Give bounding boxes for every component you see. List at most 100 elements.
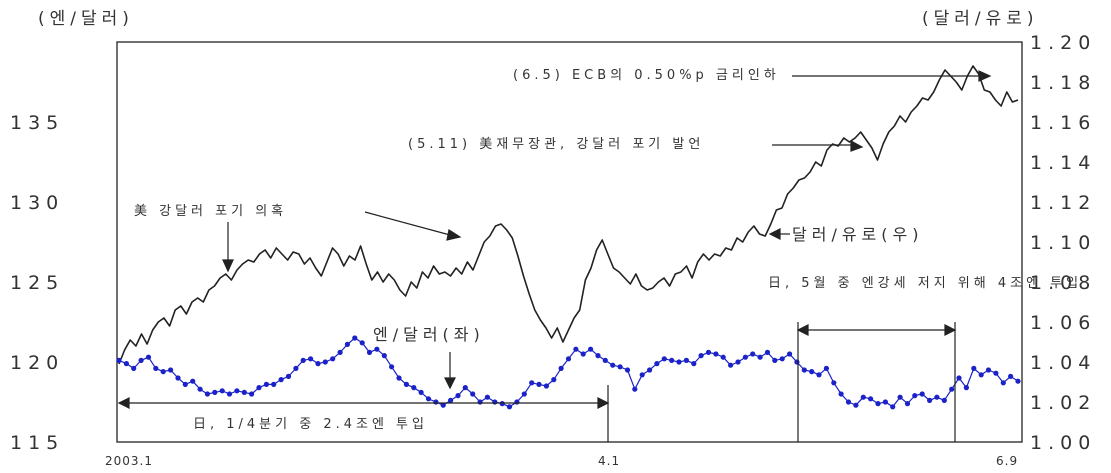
yen-usd-data-point (602, 357, 608, 363)
yen-usd-data-point (175, 375, 181, 381)
yen-usd-series-label: 엔/달러(좌) (373, 325, 485, 344)
series-layer (116, 65, 1021, 410)
yen-usd-data-point (971, 365, 977, 371)
plot-frame (116, 41, 1023, 443)
right-tick-label: 1.12 (1030, 192, 1096, 214)
yen-usd-data-point (219, 388, 225, 394)
yen-usd-data-point (153, 365, 159, 371)
yen-usd-data-point (145, 354, 152, 360)
yen-usd-data-point (337, 349, 343, 355)
ecb-arrowhead (978, 70, 992, 82)
yen-usd-data-point (985, 367, 992, 373)
yen-usd-data-point (683, 357, 690, 363)
yen-usd-data-point (425, 396, 432, 402)
suspicion-annotation: 美 강달러 포기 의혹 (134, 204, 287, 219)
annotation-lines (117, 70, 992, 442)
yen-usd-data-point (823, 365, 830, 371)
yen-usd-data-point (455, 393, 461, 399)
yen-usd-data-point (308, 356, 314, 362)
right-tick-label: 1.16 (1030, 112, 1096, 134)
yen-usd-data-point (661, 356, 667, 362)
yen-usd-data-point (418, 389, 424, 395)
yen-usd-data-point (838, 391, 844, 397)
yen-usd-data-point (624, 367, 631, 373)
yen-usd-data-point (654, 361, 660, 367)
yen-usd-data-point (359, 340, 365, 346)
yen-usd-data-point (860, 394, 866, 400)
yen-usd-data-point (182, 381, 188, 387)
treasury-arrowhead (850, 139, 864, 152)
yen-usd-data-point (757, 354, 763, 360)
yen-usd-data-point (536, 381, 542, 387)
yen-usd-data-point (580, 351, 586, 357)
yen-usd-data-point (389, 364, 395, 370)
yen-usd-data-point (565, 356, 572, 362)
yen-usd-data-point (529, 380, 535, 386)
yen-usd-data-point (573, 346, 579, 352)
yen-usd-data-point (676, 359, 682, 365)
yen-usd-data-point (639, 372, 645, 378)
yen-usd-data-point (403, 381, 409, 387)
yen-usd-data-point (352, 335, 358, 341)
yen-usd-series-line (118, 337, 1019, 408)
yen-usd-data-point (882, 399, 889, 405)
yen-usd-data-point (897, 394, 903, 400)
yen-usd-data-point (116, 357, 122, 363)
yen-usd-data-point (168, 367, 174, 373)
yen-usd-data-point (366, 349, 373, 355)
yen-usd-data-point (669, 357, 675, 363)
yen-usd-data-point (816, 372, 822, 378)
treasury-annotation: (5.11) 美재무장관, 강달러 포기 발언 (408, 137, 704, 152)
yen-usd-data-point (433, 399, 439, 405)
ecb-annotation: (6.5) ECB의 0.50%p 금리인하 (513, 68, 780, 83)
usd-eur-label-arrowhead (768, 228, 781, 240)
x-tick-label: 6.9 (996, 454, 1018, 468)
yen-usd-data-point (853, 402, 859, 408)
yen-usd-data-point (300, 357, 306, 363)
yen-usd-data-point (912, 393, 918, 399)
left-tick-label: 135 (10, 112, 64, 134)
yen-usd-data-point (831, 380, 837, 386)
yen-usd-data-point (809, 369, 815, 375)
right-tick-label: 1.08 (1030, 272, 1096, 294)
yen-usd-data-point (919, 391, 925, 397)
yen-usd-data-point (285, 373, 292, 379)
suspicion-arrowhead-down (222, 259, 234, 273)
yen-usd-data-point (514, 399, 520, 405)
right-tick-label: 1.00 (1030, 432, 1096, 454)
yen-usd-data-point (123, 361, 129, 367)
yen-usd-data-point (381, 353, 387, 359)
yen-usd-data-point (138, 357, 144, 363)
right-tick-label: 1.10 (1030, 232, 1096, 254)
yen-usd-data-point (470, 391, 476, 397)
yen-usd-data-point (691, 361, 697, 367)
yen-usd-data-point (204, 391, 210, 397)
yen-usd-data-point (772, 357, 778, 363)
yen-usd-data-point (551, 377, 557, 383)
right-tick-label: 1.18 (1030, 72, 1096, 94)
yen-usd-data-point (801, 367, 807, 373)
yen-usd-data-point (794, 359, 800, 365)
right-tick-label: 1.20 (1030, 32, 1096, 54)
right-tick-label: 1.02 (1030, 392, 1096, 414)
yen-usd-data-point (256, 385, 262, 391)
left-axis-unit: (엔/달러) (38, 9, 134, 29)
q1-intervention-annotation: 日, 1/4분기 중 2.4조엔 투입 (193, 417, 428, 432)
yen-usd-data-point (1000, 380, 1006, 386)
yen-usd-data-point (595, 353, 601, 359)
yen-usd-data-point (949, 386, 955, 392)
yen-usd-data-point (484, 394, 490, 400)
yen-usd-data-point (713, 351, 719, 357)
yen-usd-data-point (1008, 373, 1014, 379)
yen-usd-data-point (978, 372, 984, 378)
yen-usd-data-point (234, 388, 240, 394)
left-tick-label: 120 (10, 352, 64, 374)
yen-usd-data-point (868, 396, 874, 402)
yen-usd-data-point (728, 362, 734, 368)
left-tick-label: 115 (10, 432, 64, 454)
yen-usd-data-point (411, 385, 417, 391)
yen-usd-data-point (779, 356, 785, 362)
may-span-right-head (944, 324, 957, 336)
usd-eur-series-line (118, 65, 1019, 365)
yen-usd-data-point (956, 375, 962, 381)
